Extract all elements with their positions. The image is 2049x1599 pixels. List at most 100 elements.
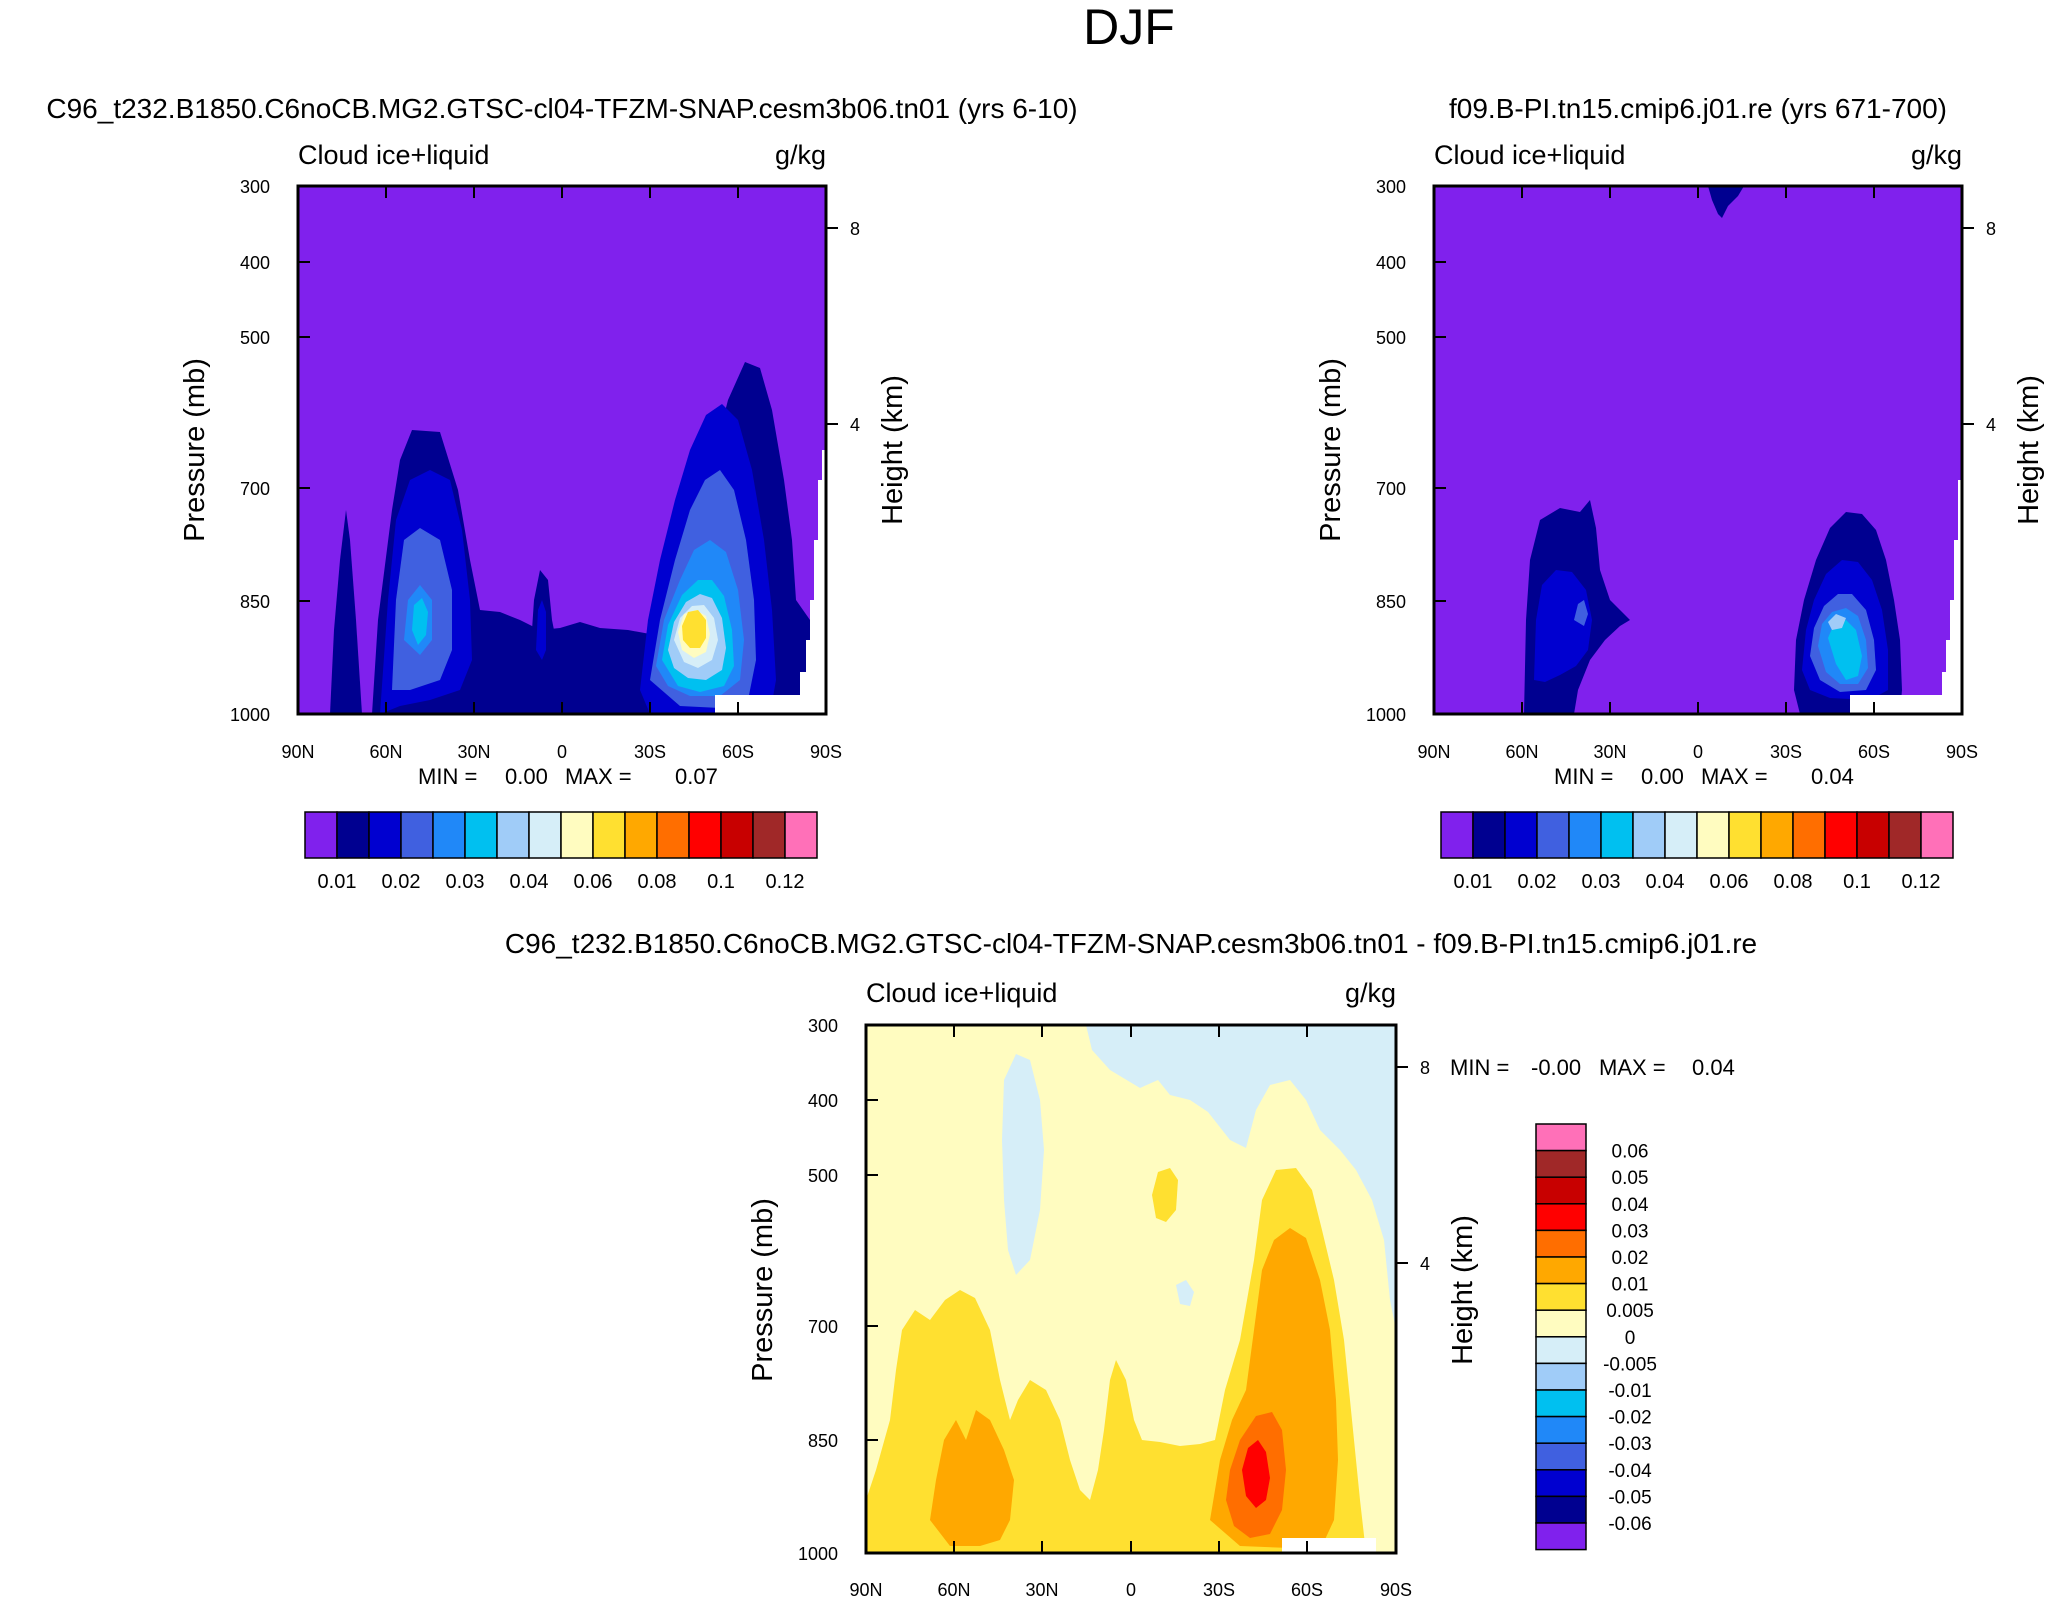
panel-c-colorbar-label: 0.06 [1612,1142,1649,1163]
panel-b-nh-contour-2 [1534,570,1592,682]
panel-a-colorbar-label: 0.06 [574,871,613,893]
panel-c-min-label: MIN = [1450,1055,1509,1080]
panel-a-colorbar-swatch [496,811,530,859]
panel-b-colorbar-swatch [1856,811,1890,859]
panel-c-y-tick: 850 [808,1431,838,1451]
panel-b-min-label: MIN = [1554,764,1613,789]
figure-title: DJF [1083,0,1175,55]
panel-b-colorbar-label: 0.03 [1582,871,1621,893]
panel-a-y-tick: 400 [240,253,270,273]
panel-b-max-value: 0.04 [1811,764,1854,789]
panel-b-colorbar-swatch [1824,811,1858,859]
panel-c-colorbar-swatch [1535,1309,1587,1338]
panel-c-colorbar-swatch [1535,1229,1587,1258]
panel-a-x-tick: 60S [722,742,754,762]
panel-b-colorbar-label: 0.08 [1774,871,1813,893]
panel-a-polar-spike [330,510,362,714]
panel-c-contours [866,1025,1396,1553]
panel-a-colorbar-swatch [720,811,754,859]
panel-a-colorbar-label: 0.03 [446,871,485,893]
panel-a-stats: MIN = 0.00 MAX = 0.07 [418,764,718,789]
panel-a-colorbar-swatch [656,811,690,859]
panel-b-nh-contour-3 [1574,600,1588,626]
panel-a-max-value: 0.07 [675,764,718,789]
panel-a-x-tick: 30S [634,742,666,762]
panel-a-colorbar-label: 0.04 [510,871,549,893]
panel-c-y-tick: 700 [808,1317,838,1337]
panel-c-colorbar-swatch [1535,1415,1587,1444]
panel-b-colorbar-swatch [1728,811,1762,859]
panel-b-colorbar: 0.01 0.02 0.03 0.04 0.06 0.08 0.1 0.12 [1440,811,1954,893]
panel-c-colorbar-swatch [1535,1176,1587,1205]
panel-c-upper-negative [1086,1025,1396,1330]
panel-a-contours [298,186,826,714]
panel-a-colorbar-swatch [304,811,338,859]
panel-a-y-tick: 300 [240,177,270,197]
panel-b-colorbar-swatch [1696,811,1730,859]
panel-a-colorbar-swatch [464,811,498,859]
panel-c-left-label: Cloud ice+liquid [866,978,1057,1008]
panel-a-colorbar-label: 0.02 [382,871,421,893]
panel-c-height-tick: 4 [1420,1254,1430,1274]
panel-b-y-tick: 850 [1376,592,1406,612]
panel-b-colorbar-label: 0.1 [1843,871,1871,893]
panel-b-surface-mask [1850,480,1962,714]
panel-b-x-tick: 90N [1417,742,1450,762]
panel-c-title: C96_t232.B1850.C6noCB.MG2.GTSC-cl04-TFZM… [505,928,1757,959]
panel-b-colorbar-swatch [1600,811,1634,859]
panel-c-colorbar-label: -0.01 [1608,1381,1651,1402]
panel-c-colorbar-swatch [1535,1336,1587,1365]
panel-a-colorbar-label: 0.01 [318,871,357,893]
panel-b-colorbar-swatch [1888,811,1922,859]
panel-c-colorbar-label: 0.04 [1612,1195,1649,1216]
panel-c-colorbar-label: -0.005 [1603,1354,1657,1375]
panel-c-ylabel-right: Height (km) [1447,1215,1479,1365]
panel-a-surface-mask [715,450,826,714]
panel-b-y-tick: 1000 [1366,705,1406,725]
panel-a-colorbar-swatch [336,811,370,859]
panel-b-top-contour [1708,186,1744,218]
panel-c-colorbar-label: 0.01 [1612,1275,1649,1296]
panel-c-colorbar-label: 0.03 [1612,1221,1649,1242]
panel-c-ylabel: Pressure (mb) [747,1198,779,1382]
panel-a-colorbar: 0.01 0.02 0.03 0.04 0.06 0.08 0.1 0.12 [304,811,818,893]
panel-b-y-tick: 500 [1376,328,1406,348]
panel-b-colorbar-swatch [1472,811,1506,859]
panel-c-x-tick: 30S [1203,1580,1235,1599]
panel-a-colorbar-swatch [688,811,722,859]
panel-a-colorbar-swatch [624,811,658,859]
panel-a-colorbar-swatch [400,811,434,859]
panel-b-colorbar-label: 0.06 [1710,871,1749,893]
panel-b-y-tick: 300 [1376,177,1406,197]
panel-c-colorbar-label: 0.005 [1606,1301,1654,1322]
panel-c-min-value: -0.00 [1531,1055,1581,1080]
panel-b-ylabel: Pressure (mb) [1315,358,1347,542]
panel-c-colorbar-label: -0.05 [1608,1487,1651,1508]
panel-a-colorbar-swatch [368,811,402,859]
panel-a-colorbar-swatch [752,811,786,859]
panel-c-colorbar-swatch [1535,1495,1587,1524]
panel-c-negative-strip [1002,1054,1044,1275]
panel-b-y-tick: 400 [1376,253,1406,273]
panel-c-colorbar-label: -0.02 [1608,1408,1651,1429]
panel-a-y-ticks: 300 400 500 700 850 1000 [230,177,270,725]
panel-a-ylabel: Pressure (mb) [179,358,211,542]
panel-c-colorbar-swatch [1535,1123,1587,1152]
panel-a-colorbar-label: 0.1 [707,871,735,893]
panel-a-eq-contour-1 [530,570,660,684]
panel-c-y-tick: 300 [808,1016,838,1036]
panel-a-colorbar-swatch [560,811,594,859]
panel-c-colorbar-label: 0 [1625,1328,1636,1349]
panel-a-x-ticks: 90N 60N 30N 0 30S 60S 90S [281,742,842,762]
panel-a-x-tick: 60N [369,742,402,762]
panel-a-x-tick: 90N [281,742,314,762]
panel-c-x-tick: 0 [1126,1580,1136,1599]
panel-a-left-label: Cloud ice+liquid [298,140,489,170]
panel-b-stats: MIN = 0.00 MAX = 0.04 [1554,764,1854,789]
panel-b-x-ticks: 90N 60N 30N 0 30S 60S 90S [1417,742,1978,762]
panel-c-x-tick: 30N [1025,1580,1058,1599]
panel-b-colorbar-swatch [1440,811,1474,859]
panel-b-x-tick: 60N [1505,742,1538,762]
panel-a-eq-contour-2 [536,600,546,660]
panel-c: C96_t232.B1850.C6noCB.MG2.GTSC-cl04-TFZM… [505,928,1757,1599]
